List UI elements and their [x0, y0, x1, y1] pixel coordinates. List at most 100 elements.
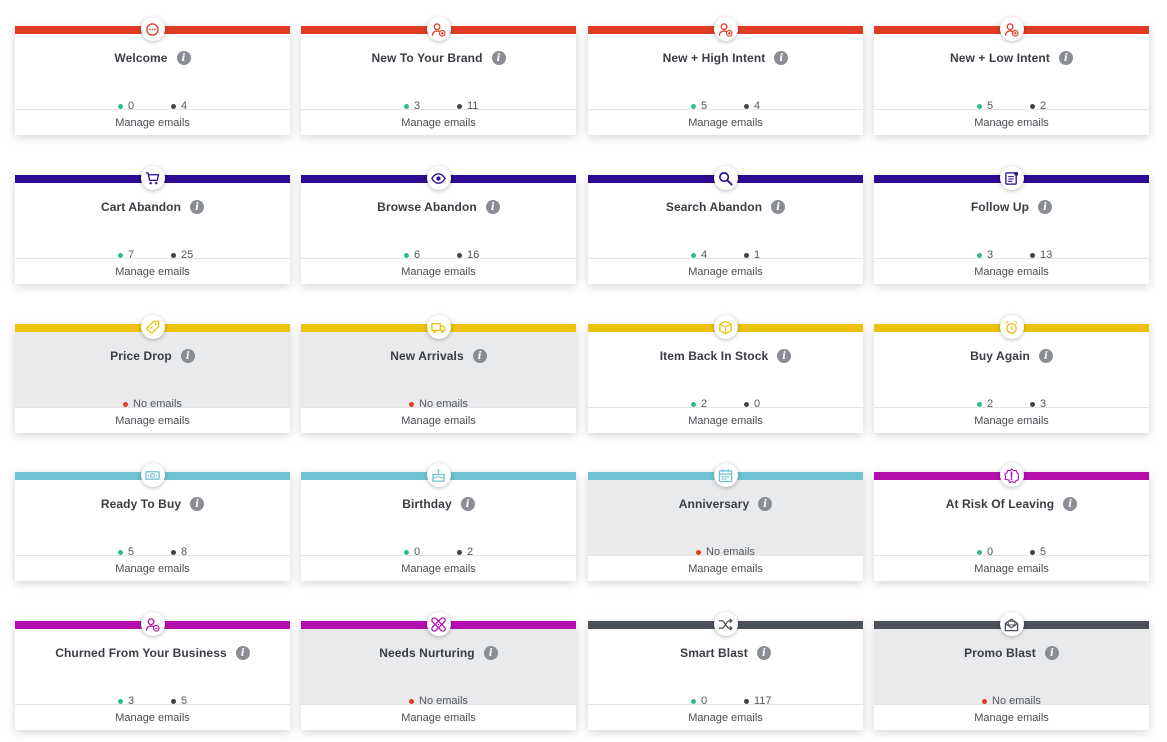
- active-count-value: 3: [414, 100, 421, 112]
- campaign-card-churned-from-your-business[interactable]: Churned From Your Business i 3 5 Manage …: [15, 612, 290, 730]
- active-email-count: 3: [118, 695, 134, 707]
- card-title-row: Smart Blast i: [588, 644, 863, 662]
- campaign-card-needs-nurturing[interactable]: Needs Nurturing i No emails Manage email…: [301, 612, 576, 730]
- manage-emails-button[interactable]: Manage emails: [15, 555, 290, 581]
- info-icon[interactable]: i: [190, 200, 205, 214]
- active-dot: [118, 103, 123, 109]
- person-add-icon: [713, 17, 738, 41]
- active-email-count: 3: [404, 100, 420, 112]
- manage-emails-button[interactable]: Manage emails: [588, 704, 863, 730]
- manage-emails-button[interactable]: Manage emails: [874, 407, 1149, 433]
- person-remove-icon: [140, 612, 165, 636]
- manage-emails-button[interactable]: Manage emails: [874, 109, 1149, 135]
- campaign-card-new-low-intent[interactable]: New + Low Intent i 5 2 Manage emails: [874, 17, 1149, 135]
- info-icon[interactable]: i: [771, 200, 786, 214]
- info-icon[interactable]: i: [756, 646, 771, 660]
- card-title: Birthday: [402, 497, 452, 511]
- campaign-card-birthday[interactable]: Birthday i 0 2 Manage emails: [301, 463, 576, 581]
- campaign-card-ready-to-buy[interactable]: Ready To Buy i 5 8 Manage emails: [15, 463, 290, 581]
- active-email-count: 6: [404, 249, 420, 261]
- active-email-count: 5: [977, 100, 993, 112]
- campaign-card-new-to-your-brand[interactable]: New To Your Brand i 3 11 Manage emails: [301, 17, 576, 135]
- manage-emails-button[interactable]: Manage emails: [301, 109, 576, 135]
- card-title: Promo Blast: [964, 646, 1036, 660]
- info-icon[interactable]: i: [491, 51, 506, 65]
- total-email-count: 5: [171, 695, 187, 707]
- campaign-card-new-arrivals[interactable]: New Arrivals i No emails Manage emails: [301, 315, 576, 433]
- campaign-card-welcome[interactable]: Welcome i 0 4 Manage emails: [15, 17, 290, 135]
- manage-emails-button[interactable]: Manage emails: [301, 555, 576, 581]
- manage-emails-label: Manage emails: [401, 265, 476, 278]
- manage-emails-button[interactable]: Manage emails: [301, 704, 576, 730]
- total-count-value: 4: [754, 100, 761, 112]
- active-dot: [404, 103, 409, 109]
- manage-emails-label: Manage emails: [401, 562, 476, 575]
- info-icon[interactable]: i: [460, 497, 475, 511]
- campaign-card-at-risk-of-leaving[interactable]: At Risk Of Leaving i 0 5 Manage emails: [874, 463, 1149, 581]
- manage-emails-button[interactable]: Manage emails: [15, 109, 290, 135]
- info-icon[interactable]: i: [483, 646, 498, 660]
- manage-emails-button[interactable]: Manage emails: [874, 704, 1149, 730]
- manage-emails-button[interactable]: Manage emails: [874, 258, 1149, 284]
- total-count-value: 4: [181, 100, 188, 112]
- manage-emails-label: Manage emails: [688, 562, 763, 575]
- active-count-value: 5: [128, 546, 135, 558]
- info-icon[interactable]: i: [190, 497, 205, 511]
- campaign-card-smart-blast[interactable]: Smart Blast i 0 117 Manage emails: [588, 612, 863, 730]
- campaign-card-item-back-in-stock[interactable]: Item Back In Stock i 2 0 Manage emails: [588, 315, 863, 433]
- bandage-icon: [426, 612, 451, 636]
- manage-emails-button[interactable]: Manage emails: [301, 407, 576, 433]
- campaign-card-cart-abandon[interactable]: Cart Abandon i 7 25 Manage emails: [15, 166, 290, 284]
- info-icon[interactable]: i: [774, 51, 789, 65]
- card-title-row: Buy Again i: [874, 347, 1149, 365]
- info-icon[interactable]: i: [180, 349, 195, 363]
- manage-emails-button[interactable]: Manage emails: [588, 109, 863, 135]
- manage-emails-button[interactable]: Manage emails: [588, 258, 863, 284]
- manage-emails-button[interactable]: Manage emails: [874, 555, 1149, 581]
- card-title-row: Promo Blast i: [874, 644, 1149, 662]
- info-icon[interactable]: i: [1038, 349, 1053, 363]
- info-icon[interactable]: i: [1063, 497, 1078, 511]
- campaign-card-follow-up[interactable]: Follow Up i 3 13 Manage emails: [874, 166, 1149, 284]
- card-body: [301, 34, 576, 109]
- card-title-row: Ready To Buy i: [15, 495, 290, 513]
- campaign-card-anniversary[interactable]: Anniversary i No emails Manage emails: [588, 463, 863, 581]
- manage-emails-button[interactable]: Manage emails: [588, 555, 863, 581]
- manage-emails-button[interactable]: Manage emails: [301, 258, 576, 284]
- manage-emails-button[interactable]: Manage emails: [15, 258, 290, 284]
- info-icon[interactable]: i: [485, 200, 500, 214]
- card-title-row: Needs Nurturing i: [301, 644, 576, 662]
- status-dot: [696, 549, 701, 555]
- card-body: [15, 480, 290, 555]
- campaign-card-promo-blast[interactable]: Promo Blast i No emails Manage emails: [874, 612, 1149, 730]
- info-icon[interactable]: i: [777, 349, 792, 363]
- info-icon[interactable]: i: [1058, 51, 1073, 65]
- campaign-card-price-drop[interactable]: Price Drop i No emails Manage emails: [15, 315, 290, 433]
- manage-emails-button[interactable]: Manage emails: [588, 407, 863, 433]
- total-count-value: 1: [754, 249, 761, 261]
- info-icon[interactable]: i: [472, 349, 487, 363]
- campaign-card-search-abandon[interactable]: Search Abandon i 4 1 Manage emails: [588, 166, 863, 284]
- info-icon[interactable]: i: [1044, 646, 1059, 660]
- campaign-card-new-high-intent[interactable]: New + High Intent i 5 4 Manage emails: [588, 17, 863, 135]
- active-count-value: 6: [414, 249, 421, 261]
- info-icon[interactable]: i: [758, 497, 773, 511]
- active-dot: [977, 401, 982, 407]
- active-count-value: 4: [701, 249, 708, 261]
- campaign-card-browse-abandon[interactable]: Browse Abandon i 6 16 Manage emails: [301, 166, 576, 284]
- info-icon[interactable]: i: [176, 51, 191, 65]
- info-icon[interactable]: i: [1038, 200, 1053, 214]
- info-icon[interactable]: i: [235, 646, 250, 660]
- card-body: [15, 629, 290, 704]
- card-body: [874, 183, 1149, 258]
- open-envelope-icon: [999, 612, 1024, 636]
- manage-emails-button[interactable]: Manage emails: [15, 704, 290, 730]
- status-dot: [409, 401, 414, 407]
- manage-emails-label: Manage emails: [401, 116, 476, 129]
- manage-emails-button[interactable]: Manage emails: [15, 407, 290, 433]
- campaign-card-buy-again[interactable]: Buy Again i 2 3 Manage emails: [874, 315, 1149, 433]
- active-dot: [691, 103, 696, 109]
- price-tag-icon: [140, 315, 165, 339]
- total-dot: [457, 549, 462, 555]
- active-dot: [691, 401, 696, 407]
